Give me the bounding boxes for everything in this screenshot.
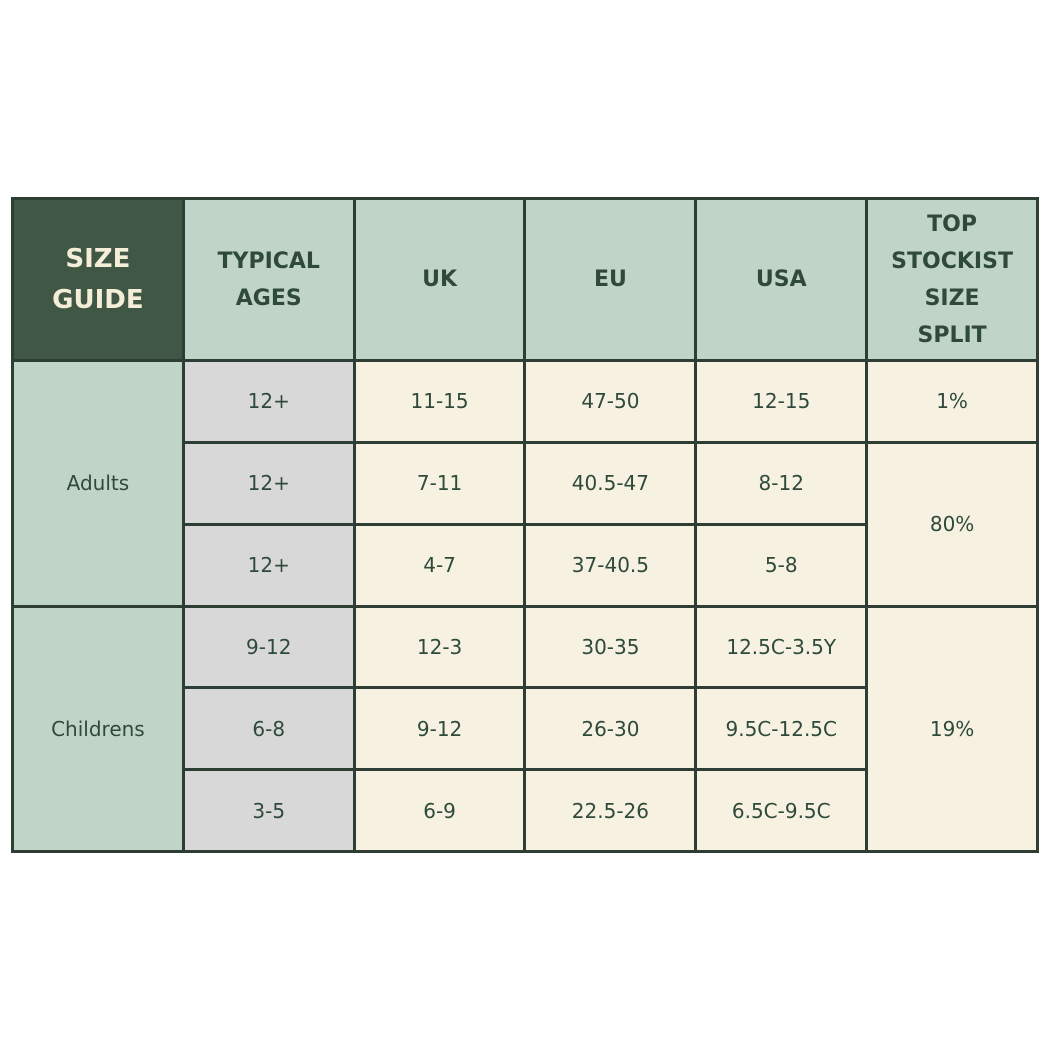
cell-age: 12+ xyxy=(184,362,353,441)
size-guide-title: SIZE GUIDE xyxy=(14,200,182,359)
cell-usa: 6.5C-9.5C xyxy=(697,771,866,850)
cell-uk: 11-15 xyxy=(355,362,524,441)
cell-eu: 30-35 xyxy=(526,607,695,687)
cell-uk: 6-9 xyxy=(355,771,524,850)
header-uk: UK xyxy=(355,200,524,359)
header-eu: EU xyxy=(526,200,695,359)
cell-age: 9-12 xyxy=(184,607,353,687)
cell-uk: 9-12 xyxy=(355,689,524,769)
cell-age: 3-5 xyxy=(184,771,353,850)
split-adults: 80% xyxy=(868,443,1036,605)
header-usa: USA xyxy=(697,200,866,359)
cell-usa: 12.5C-3.5Y xyxy=(697,607,866,687)
cell-eu: 26-30 xyxy=(526,689,695,769)
cell-usa: 5-8 xyxy=(697,525,866,605)
split-childrens: 19% xyxy=(868,607,1036,850)
cell-eu: 40.5-47 xyxy=(526,443,695,523)
size-guide-table: SIZE GUIDE TYPICAL AGES UK EU USA TOP ST… xyxy=(11,197,1039,853)
cell-eu: 37-40.5 xyxy=(526,525,695,605)
cell-usa: 9.5C-12.5C xyxy=(697,689,866,769)
header-typical-ages: TYPICAL AGES xyxy=(184,200,353,359)
cell-usa: 8-12 xyxy=(697,443,866,523)
group-childrens: Childrens xyxy=(14,607,182,850)
cell-uk: 7-11 xyxy=(355,443,524,523)
cell-eu: 47-50 xyxy=(526,362,695,441)
cell-eu: 22.5-26 xyxy=(526,771,695,850)
cell-usa: 12-15 xyxy=(697,362,866,441)
cell-age: 12+ xyxy=(184,525,353,605)
header-size-split: TOP STOCKIST SIZE SPLIT xyxy=(868,200,1036,359)
cell-age: 6-8 xyxy=(184,689,353,769)
cell-uk: 12-3 xyxy=(355,607,524,687)
group-adults: Adults xyxy=(14,362,182,605)
cell-age: 12+ xyxy=(184,443,353,523)
cell-uk: 4-7 xyxy=(355,525,524,605)
split-adults-large: 1% xyxy=(868,362,1036,441)
